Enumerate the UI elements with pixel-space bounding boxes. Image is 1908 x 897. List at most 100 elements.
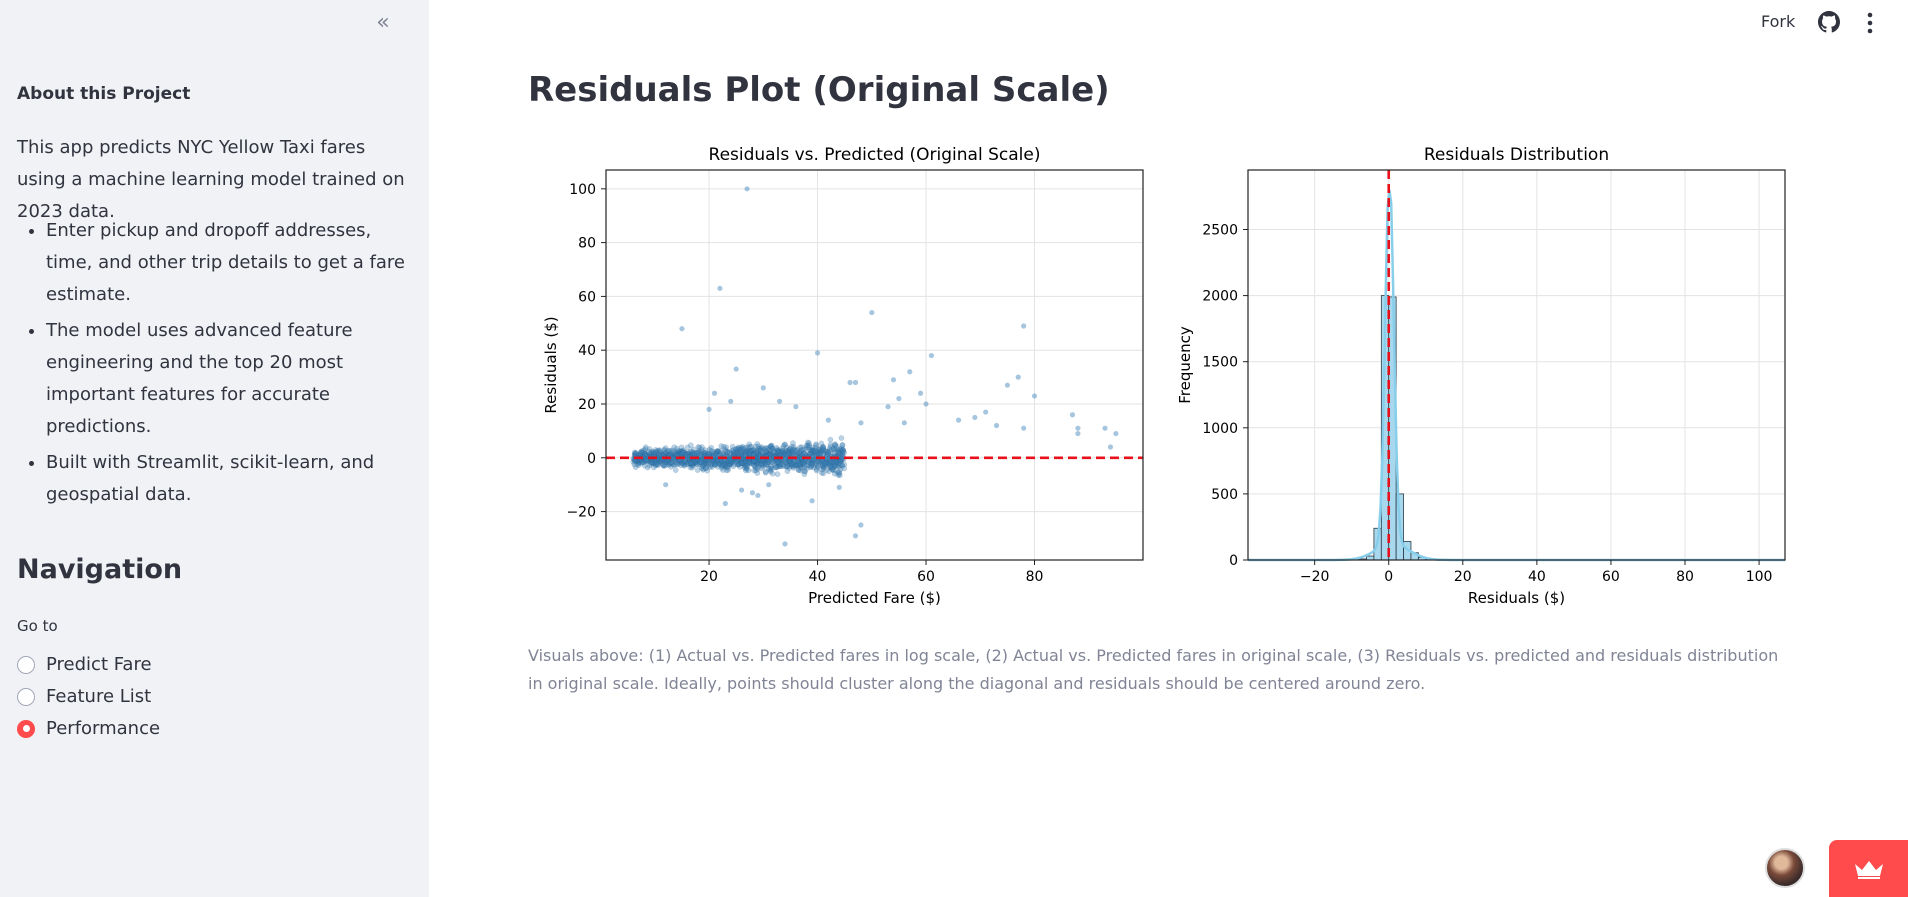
scatter-point <box>687 448 694 455</box>
scatter-point <box>706 459 713 466</box>
radio-circle[interactable] <box>17 655 35 674</box>
scatter-point <box>642 457 649 464</box>
scatter-point <box>858 420 864 426</box>
scatter-point <box>751 458 757 465</box>
scatter-point <box>642 453 649 459</box>
scatter-point <box>653 449 659 456</box>
scatter-point <box>955 417 962 423</box>
scatter-point <box>735 461 741 468</box>
scatter-point <box>648 460 655 467</box>
scatter-point <box>642 451 649 457</box>
scatter-point <box>796 452 802 459</box>
scatter-point <box>689 450 696 457</box>
scatter-point <box>796 460 803 467</box>
scatter-point <box>686 451 693 458</box>
scatter-point <box>677 449 683 456</box>
scatter-point <box>762 445 769 452</box>
collapse-sidebar-button[interactable]: « <box>368 8 398 36</box>
scatter-point <box>836 446 843 453</box>
scatter-point <box>776 448 782 455</box>
scatter-point <box>755 458 762 464</box>
scatter-point <box>826 458 833 464</box>
scatter-point <box>813 459 819 466</box>
scatter-point <box>814 449 821 456</box>
scatter-point <box>700 449 707 456</box>
scatter-point <box>653 462 659 468</box>
scatter-point <box>713 457 719 464</box>
radio-predict-fare[interactable]: Predict Fare <box>17 654 152 675</box>
residuals-charts: 20 40 60 80 −20 0 20 40 60 80 100 Residuals vs. Pre… <box>542 145 1786 607</box>
scatter-point <box>657 458 663 465</box>
scatter-point <box>692 450 699 456</box>
streamlit-badge[interactable] <box>1829 840 1908 897</box>
radio-circle[interactable] <box>17 687 35 706</box>
radio-feature-list[interactable]: Feature List <box>17 686 151 707</box>
scatter-point <box>686 457 693 464</box>
scatter-point <box>700 461 707 467</box>
scatter-point <box>792 462 799 469</box>
scatter-point <box>681 460 688 466</box>
scatter-point <box>774 459 780 466</box>
scatter-point <box>641 449 647 456</box>
scatter-point <box>779 448 786 454</box>
y-tick-label: 20 <box>578 397 596 413</box>
scatter-point <box>716 461 722 468</box>
github-icon[interactable] <box>1818 11 1840 37</box>
scatter-point <box>817 451 824 458</box>
x-tick-label: 40 <box>809 569 827 585</box>
scatter-point <box>825 451 831 457</box>
radio-circle[interactable] <box>17 719 35 738</box>
scatter-point <box>753 465 759 472</box>
scatter-point <box>793 462 799 468</box>
scatter-point <box>694 461 701 468</box>
scatter-point <box>819 462 826 469</box>
kebab-menu-icon[interactable] <box>1860 10 1880 40</box>
scatter-point <box>775 449 782 456</box>
scatter-point <box>695 449 702 456</box>
scatter-point <box>714 451 721 458</box>
y-tick-label: 80 <box>578 236 596 252</box>
scatter-point <box>668 459 675 466</box>
scatter-point <box>699 463 706 469</box>
scatter-point <box>858 522 864 528</box>
scatter-point <box>760 385 766 391</box>
scatter-point <box>782 451 788 458</box>
scatter-point <box>784 452 790 458</box>
scatter-point <box>672 467 679 473</box>
scatter-point <box>677 448 684 455</box>
scatter-point <box>759 450 765 457</box>
scatter-point <box>786 449 792 456</box>
scatter-point <box>694 467 701 473</box>
scatter-point <box>838 457 844 464</box>
scatter-point <box>738 460 745 467</box>
fork-button[interactable]: Fork <box>1761 12 1796 31</box>
scatter-point <box>741 460 748 467</box>
scatter-point <box>651 464 657 471</box>
scatter-point <box>847 379 853 386</box>
scatter-point <box>839 442 846 448</box>
scatter-point <box>725 467 732 473</box>
avatar[interactable] <box>1765 848 1805 888</box>
scatter-point <box>818 448 825 454</box>
scatter-point <box>805 459 812 466</box>
scatter-point <box>655 452 662 458</box>
scatter-point <box>778 460 784 467</box>
scatter-point <box>821 460 828 467</box>
scatter-point <box>822 461 829 468</box>
scatter-point <box>760 462 766 468</box>
scatter-point <box>742 458 749 465</box>
scatter-point <box>701 459 708 465</box>
scatter-point <box>741 456 748 463</box>
scatter-point <box>801 471 808 477</box>
scatter-point <box>746 450 752 456</box>
scatter-point <box>676 448 682 454</box>
scatter-point <box>654 461 661 468</box>
radio-performance[interactable]: Performance <box>17 718 160 739</box>
scatter-point <box>831 463 838 470</box>
scatter-point <box>655 447 662 454</box>
scatter-point <box>668 449 675 456</box>
scatter-point <box>822 448 828 454</box>
scatter-point <box>701 461 708 467</box>
scatter-point <box>745 449 752 456</box>
scatter-point <box>774 448 781 454</box>
